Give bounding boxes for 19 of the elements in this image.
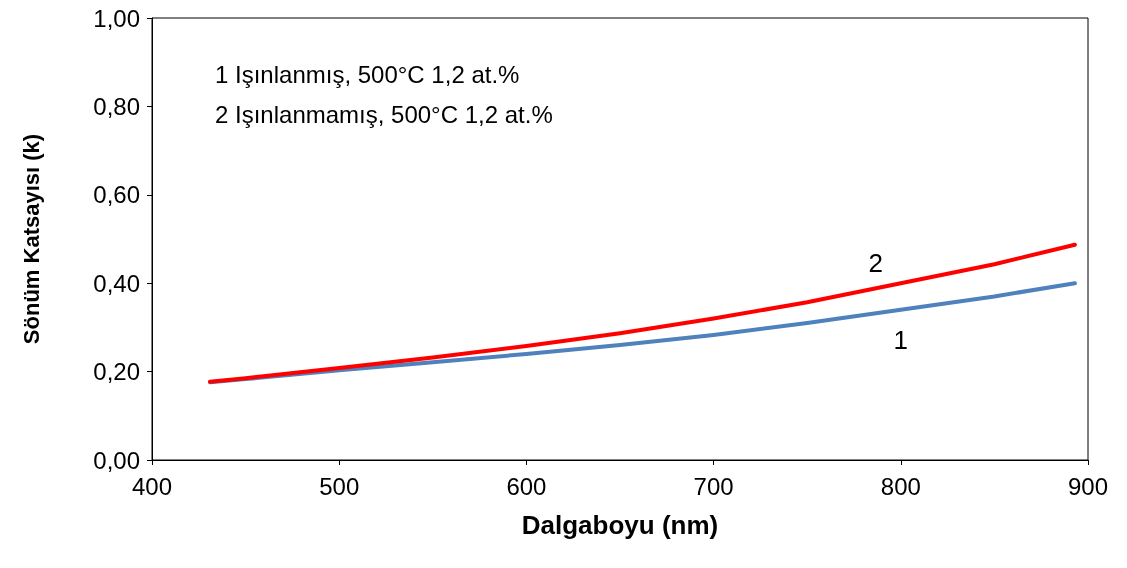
x-tick-label: 400 xyxy=(131,472,173,500)
x-tick-label: 600 xyxy=(506,472,547,500)
x-tick-label: 500 xyxy=(319,472,360,500)
y-tick-label: 0,60 xyxy=(93,181,140,209)
y-tick-label: 0,00 xyxy=(93,446,140,474)
series-label: 1 xyxy=(893,324,909,355)
series-label: 2 xyxy=(868,248,884,279)
y-tick-label: 0,80 xyxy=(93,92,140,120)
x-tick-label: 900 xyxy=(1067,472,1109,500)
line-series xyxy=(208,242,1077,384)
x-tick-label: 700 xyxy=(693,472,734,500)
x-axis-title: Dalgaboyu (nm) xyxy=(521,510,719,540)
y-axis-title: Sönüm Katsayısı (k) xyxy=(18,133,44,345)
x-tick-label: 800 xyxy=(880,472,921,500)
annotation: 1 Işınlanmış, 500°C 1,2 at.% xyxy=(215,60,520,88)
y-tick-label: 0,20 xyxy=(93,358,140,386)
annotation: 2 Işınlanmamış, 500°C 1,2 at.% xyxy=(215,100,553,128)
y-tick-label: 1,00 xyxy=(93,4,140,32)
y-tick-label: 0,40 xyxy=(93,269,140,297)
